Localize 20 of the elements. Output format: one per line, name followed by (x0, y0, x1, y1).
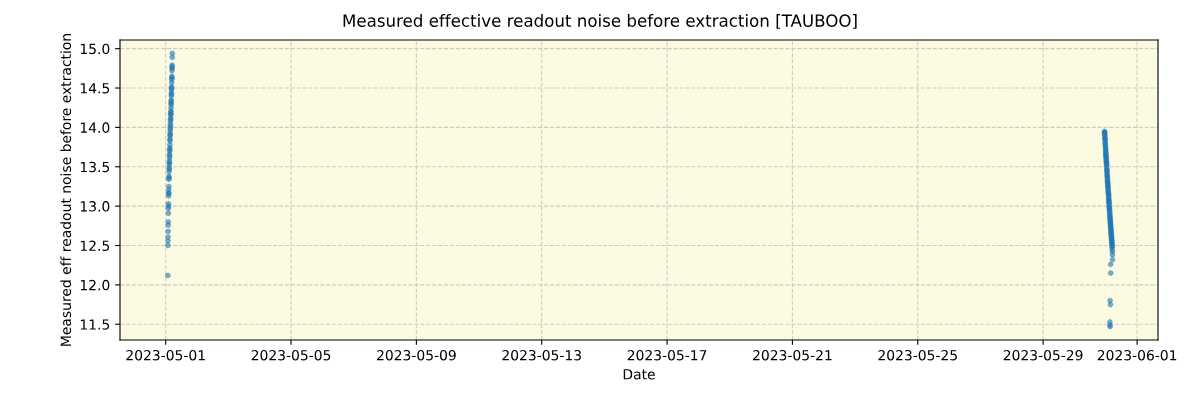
y-tick-label: 14.5 (80, 83, 110, 94)
y-tick-label: 13.5 (80, 161, 110, 173)
x-tick-label: 2023-05-29 (1003, 349, 1083, 361)
x-axis-title: Date (623, 369, 655, 380)
y-tick-label: 11.5 (80, 319, 110, 330)
y-tick-label: 13.0 (80, 201, 110, 212)
y-tick-label: 12.5 (80, 240, 110, 251)
y-tick-label: 12.0 (80, 279, 110, 291)
x-tick-label: 2023-05-01 (126, 349, 205, 361)
y-axis-title: Measured eff readout noise before extraction (60, 34, 72, 346)
y-tick-label: 15.0 (80, 43, 110, 55)
x-tick-label: 2023-05-13 (502, 349, 581, 361)
y-tick-label: 14.0 (80, 122, 110, 133)
x-tick-label: 2023-05-21 (753, 349, 832, 361)
x-tick-label: 2023-05-25 (878, 349, 957, 361)
x-tick-label: 2023-06-01 (1097, 349, 1177, 361)
x-tick-label: 2023-05-05 (251, 349, 331, 361)
x-tick-label: 2023-05-09 (377, 349, 456, 361)
chart-title: Measured effective readout noise before extraction [TAUBOO] (343, 14, 857, 29)
x-tick-label: 2023-05-17 (627, 349, 707, 361)
